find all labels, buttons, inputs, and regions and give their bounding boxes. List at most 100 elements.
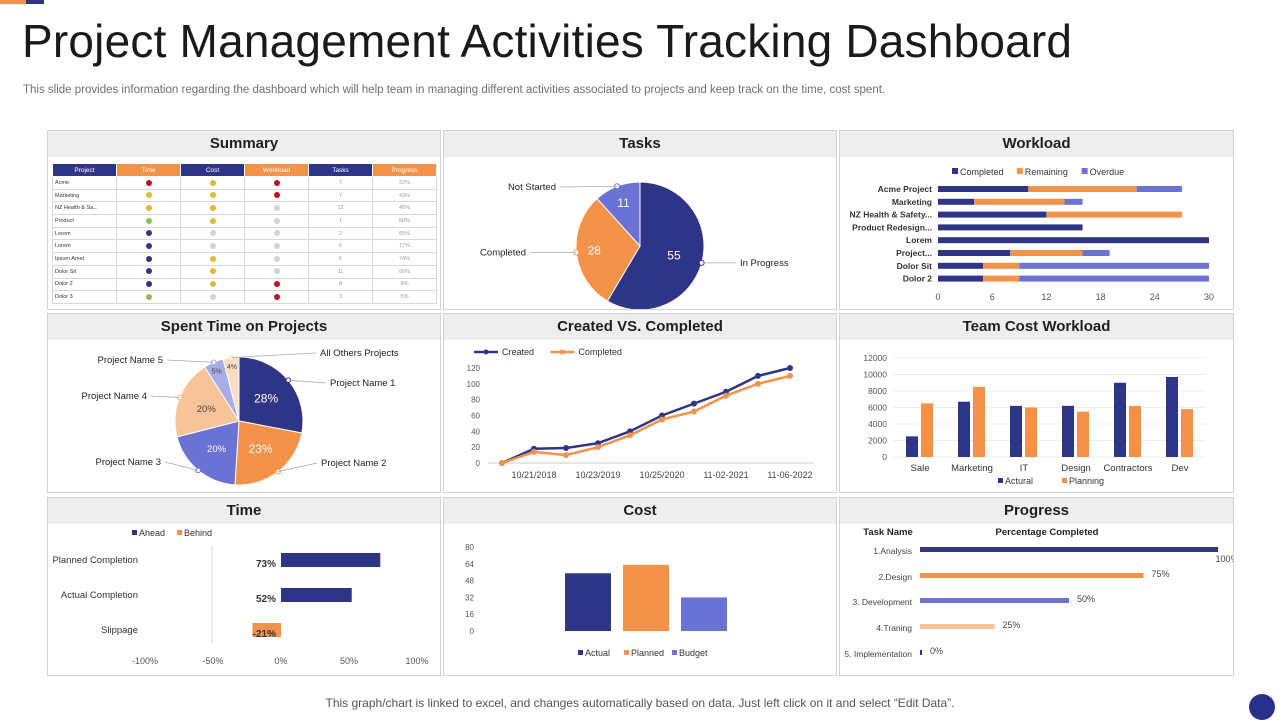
table-row: Lorem 2 65%: [52, 226, 437, 241]
bar-actural: [1010, 405, 1022, 457]
legend-label: Ahead: [139, 528, 165, 538]
status-dot: [273, 281, 280, 288]
tasks-cell: 11: [308, 264, 373, 279]
bar-planning: [1129, 405, 1141, 457]
tasks-cell: 1: [308, 214, 373, 228]
progress-cell: 74%: [372, 252, 437, 266]
time-status-cell: [116, 277, 181, 292]
spent-time-pie-chart: 28% Project Name 1 23% Project Name 2 20% Pro…: [82, 348, 399, 486]
tick-label: 10/21/2018: [511, 470, 556, 480]
category-label: Lorem: [906, 235, 932, 245]
category-label: Acme Project: [878, 184, 932, 194]
data-label: 75%: [1152, 569, 1170, 579]
bar-planning: [1025, 407, 1037, 457]
data-label: 50%: [1077, 594, 1095, 604]
data-label: 23%: [249, 442, 273, 456]
created-vs-completed-panel: Created VS. Completed Created Completed 0 2…: [443, 313, 837, 493]
status-dot: [209, 281, 216, 288]
category-label: NZ Health & Safety...: [850, 210, 933, 220]
data-label: 11: [617, 196, 630, 210]
category-label: Completed: [480, 247, 526, 258]
category-label: Project...: [896, 248, 932, 258]
tick-label: 11-02-2021: [703, 470, 748, 480]
tick-label: 12: [1041, 292, 1051, 302]
project-cell: Marketing: [52, 188, 117, 203]
leader-line: [150, 395, 180, 398]
category-label: All Others Projects: [320, 348, 399, 359]
bar-completed: [938, 211, 1047, 218]
tick-label: 24: [1150, 292, 1160, 302]
tick-label: 10/23/2019: [575, 470, 620, 480]
panel-title: Progress: [840, 498, 1233, 524]
project-cell: NZ Health & Sa...: [52, 201, 117, 216]
workload-status-cell: [244, 252, 309, 266]
time-status-cell: [116, 239, 181, 254]
progress-cell: 5%: [372, 290, 437, 304]
tick-label: 64: [465, 560, 474, 569]
bar-2-design: [920, 573, 1144, 578]
bar: [281, 553, 381, 567]
tick-label: 0: [935, 292, 940, 302]
corner-decoration: [1249, 694, 1275, 720]
time-bar-chart: Ahead Behind Planned Completion 73% Actual C…: [52, 528, 428, 666]
cost-status-cell: [180, 239, 245, 254]
cost-panel: Cost 0 16 32 48 64 80 Actual Planned Budget: [443, 497, 837, 676]
tick-label: 8000: [868, 386, 887, 396]
category-label: Marketing: [892, 197, 932, 207]
time-status-cell: [116, 290, 181, 304]
bar-planning: [973, 386, 985, 457]
status-dot: [273, 293, 280, 300]
project-cell: Dolor 3: [52, 290, 117, 304]
category-label: Planned Completion: [52, 555, 138, 566]
bar-remaining: [974, 198, 1065, 205]
tick-label: 4000: [868, 419, 887, 429]
legend-swatch: [672, 650, 677, 655]
bar-completed: [938, 262, 984, 269]
project-cell: Ipsum Amet: [52, 252, 117, 266]
category-label: 4.Traning: [876, 623, 912, 633]
status-dot: [145, 204, 152, 211]
tick-label: -50%: [202, 656, 223, 666]
data-point-completed: [499, 460, 505, 466]
status-dot: [145, 230, 152, 237]
progress-panel: Progress Task Name Percentage Completed 1.…: [839, 497, 1234, 676]
data-point-completed: [691, 408, 697, 415]
data-label: 20%: [207, 444, 227, 455]
tick-label: 0: [476, 459, 481, 468]
legend-swatch: [624, 650, 629, 655]
tick-label: 80: [471, 396, 480, 405]
category-label: Project Name 5: [98, 355, 163, 366]
bar-planning: [921, 403, 933, 457]
bar-remaining: [1046, 211, 1182, 218]
table-row: Lorem 6 77%: [52, 239, 437, 254]
column-header: Task Name: [863, 527, 912, 538]
category-label: Not Started: [508, 182, 556, 193]
status-dot: [273, 192, 280, 199]
legend-label: Remaining: [1025, 167, 1068, 177]
bar-remaining: [1028, 186, 1137, 192]
workload-status-cell: [244, 176, 309, 190]
status-dot: [145, 293, 152, 300]
leader-line: [230, 352, 317, 358]
status-dot: [145, 217, 152, 224]
panel-title: Created VS. Completed: [444, 314, 836, 340]
bar-actural: [958, 401, 970, 457]
tick-label: 18: [1096, 292, 1106, 302]
data-point-created: [691, 400, 697, 407]
legend-marker: [483, 349, 489, 355]
status-dot: [145, 179, 152, 186]
progress-bar-chart: Task Name Percentage Completed 1.Analysis 1…: [844, 527, 1233, 659]
tasks-panel: Tasks 55 In Progress 28 Completed 11 Not Star…: [443, 130, 837, 310]
category-label: Product Redesign...: [852, 222, 932, 232]
data-label: 73%: [256, 559, 276, 570]
data-point-completed: [787, 372, 793, 379]
tick-label: 60: [471, 412, 480, 421]
status-dot: [273, 204, 280, 211]
series-line-created: [501, 366, 791, 465]
tick-label: 20: [471, 443, 480, 452]
workload-status-cell: [244, 201, 309, 216]
legend-swatch: [998, 478, 1003, 483]
progress-cell: 43%: [372, 188, 437, 203]
team-cost-bar-chart: 0 2000 4000 6000 8000 10000 12000 Sale Marketing…: [863, 353, 1206, 486]
data-point-completed: [659, 416, 665, 423]
